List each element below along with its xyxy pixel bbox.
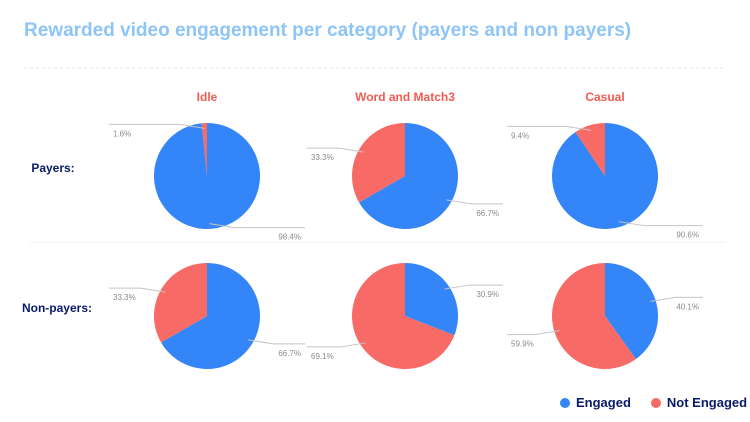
- page-title: Rewarded video engagement per category (…: [24, 20, 632, 41]
- pie-casual-payers-label-engaged: 90.6%: [676, 231, 699, 240]
- column-header-idle: Idle: [197, 90, 218, 104]
- pie-casual-non-payers-slice-engaged: [605, 263, 658, 360]
- pie-word-and-match3-payers-leader-not-engaged: [307, 147, 364, 153]
- pie-word-and-match3-payers-slice-engaged: [359, 123, 459, 230]
- legend-label-engaged: Engaged: [576, 395, 631, 410]
- legend-marker-not-engaged: [650, 397, 661, 408]
- pie-word-and-match3-non-payers-leader-engaged: [444, 284, 503, 290]
- pie-word-and-match3-non-payers-label-not-engaged: 69.1%: [311, 352, 334, 361]
- pie-casual-non-payers-slice-not-engaged: [552, 263, 636, 369]
- column-header-casual: Casual: [585, 90, 624, 104]
- legend-label-not-engaged: Not Engaged: [666, 395, 748, 410]
- pie-idle-non-payers-slice-engaged: [161, 263, 260, 370]
- pie-casual-payers-slice-not-engaged: [575, 123, 605, 176]
- pie-idle-payers-label-not-engaged: 1.6%: [113, 129, 131, 138]
- pie-casual-non-payers-label-engaged: 40.1%: [676, 302, 699, 311]
- pie-idle-payers-leader-not-engaged: [109, 123, 205, 129]
- pie-word-and-match3-payers-slice-not-engaged: [352, 123, 405, 203]
- pie-casual-non-payers-leader-engaged: [650, 296, 703, 302]
- pie-word-and-match3-payers-label-not-engaged: 33.3%: [311, 153, 334, 162]
- pie-word-and-match3-non-payers-label-engaged: 30.9%: [476, 290, 499, 299]
- pie-idle-non-payers-label-not-engaged: 33.3%: [113, 293, 136, 302]
- pie-word-and-match3-payers-leader-engaged: [446, 199, 503, 205]
- legend: Engaged Not Engaged: [560, 395, 747, 410]
- pie-idle-payers-slice-not-engaged: [201, 123, 207, 176]
- pie-casual-non-payers-label-not-engaged: 59.9%: [511, 340, 534, 349]
- pie-casual-non-payers-leader-not-engaged: [507, 330, 560, 336]
- pie-idle-payers-slice-engaged: [154, 123, 261, 230]
- row-label-non-payers: Non-payers:: [22, 301, 92, 315]
- pie-casual-payers-label-not-engaged: 9.4%: [511, 131, 529, 140]
- pie-idle-payers-leader-engaged: [209, 223, 305, 229]
- pie-word-and-match3-non-payers-slice-not-engaged: [352, 263, 455, 369]
- pie-word-and-match3-non-payers-leader-not-engaged: [307, 342, 366, 348]
- pie-word-and-match3-payers-label-engaged: 66.7%: [476, 209, 499, 218]
- pie-idle-payers-label-engaged: 98.4%: [278, 233, 301, 242]
- pie-idle-non-payers-leader-not-engaged: [109, 287, 166, 293]
- legend-marker-engaged: [560, 397, 570, 408]
- pie-idle-non-payers-label-engaged: 66.7%: [278, 349, 301, 358]
- pie-casual-payers-leader-not-engaged: [507, 125, 592, 131]
- column-header-word-and-match3: Word and Match3: [355, 90, 455, 104]
- pie-idle-non-payers-leader-engaged: [248, 339, 305, 345]
- row-label-payers: Payers:: [31, 161, 74, 175]
- pie-casual-payers-leader-engaged: [618, 221, 703, 227]
- pie-idle-non-payers-slice-not-engaged: [153, 263, 207, 343]
- pie-word-and-match3-non-payers-slice-engaged: [405, 263, 459, 336]
